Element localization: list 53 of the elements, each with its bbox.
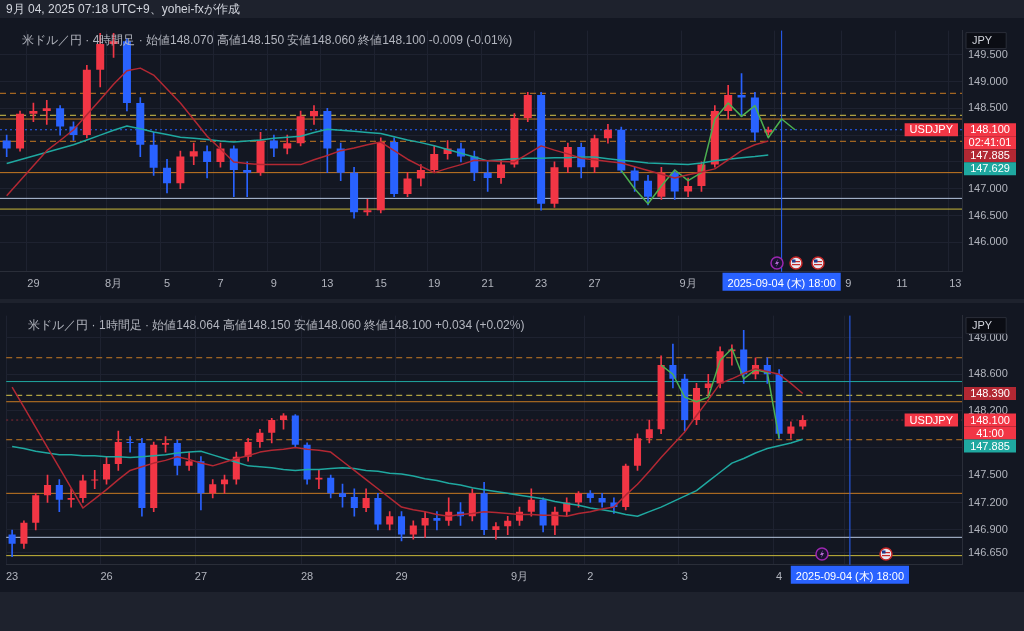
text: 148.100 bbox=[970, 123, 1010, 136]
y-tick-label: 149.500 bbox=[968, 47, 1008, 60]
legend-label: USDJPY bbox=[909, 413, 954, 426]
x-tick-label: 13 bbox=[949, 277, 962, 290]
x-tick-label: 8月 bbox=[105, 277, 123, 290]
text: 147.885 bbox=[970, 439, 1010, 452]
x-tick-label: 9 bbox=[845, 277, 852, 290]
chart-title: 米ドル／円 · 1時間足 · 始値148.064 高値148.150 安値148.060 終値148.100 +0.034 (+0.02%) bbox=[28, 317, 525, 332]
text: JPY bbox=[972, 33, 993, 46]
x-tick-label: 9 bbox=[270, 277, 277, 290]
y-tick-label: 146.500 bbox=[968, 208, 1008, 221]
text: 147.629 bbox=[970, 162, 1010, 175]
x-tick-label: 2025-09-04 (木) 18:00 bbox=[795, 570, 905, 583]
y-tick-label: 147.200 bbox=[968, 495, 1008, 508]
x-tick-label: 13 bbox=[321, 277, 334, 290]
chart-title: 9月 04, 2025 07:18 UTC+9、yohei-fxが作成 bbox=[5, 1, 241, 18]
x-tick-label: 7 bbox=[217, 277, 224, 290]
y-tick-label: 147.500 bbox=[968, 468, 1008, 481]
y-tick-label: 146.000 bbox=[968, 235, 1008, 248]
x-tick-label: 21 bbox=[481, 277, 494, 290]
x-tick-label: 5 bbox=[163, 277, 171, 290]
x-tick-label: 3 bbox=[681, 570, 688, 583]
x-tick-label: 9月 bbox=[679, 277, 697, 290]
y-tick-label: 147.000 bbox=[968, 181, 1008, 194]
x-tick-label: 26 bbox=[100, 570, 113, 583]
text: 147.885 bbox=[970, 149, 1010, 162]
text: 148.390 bbox=[970, 387, 1010, 400]
y-tick-label: 149.000 bbox=[968, 74, 1008, 87]
x-tick-label: 23 bbox=[5, 570, 19, 583]
x-tick-label: 2025-09-04 (木) 18:00 bbox=[727, 277, 836, 290]
y-tick-label: 148.500 bbox=[968, 101, 1008, 114]
text: 148.100 bbox=[970, 413, 1010, 426]
text: 41:00 bbox=[976, 426, 1004, 439]
y-tick-label: 146.650 bbox=[968, 545, 1008, 558]
y-tick-label: 149.000 bbox=[968, 330, 1008, 343]
x-tick-label: 4 bbox=[776, 570, 783, 583]
x-tick-label: 29 bbox=[395, 570, 408, 583]
text: 02:41:01 bbox=[968, 136, 1012, 149]
x-tick-label: 29 bbox=[27, 277, 40, 290]
x-tick-label: 19 bbox=[428, 277, 441, 290]
y-tick-label: 148.600 bbox=[968, 367, 1008, 380]
y-tick-label: 146.900 bbox=[968, 523, 1008, 536]
x-tick-label: 11 bbox=[896, 277, 908, 290]
x-tick-label: 2 bbox=[587, 570, 594, 583]
text: JPY bbox=[972, 318, 993, 331]
x-tick-label: 9月 bbox=[510, 570, 529, 583]
x-tick-label: 27 bbox=[194, 570, 208, 583]
y-tick-label: 148.200 bbox=[968, 403, 1008, 416]
x-tick-label: 28 bbox=[300, 570, 314, 583]
x-tick-label: 27 bbox=[588, 277, 601, 290]
legend-label: USDJPY bbox=[909, 123, 954, 136]
x-tick-label: 23 bbox=[535, 277, 548, 290]
x-tick-label: 15 bbox=[374, 277, 387, 290]
